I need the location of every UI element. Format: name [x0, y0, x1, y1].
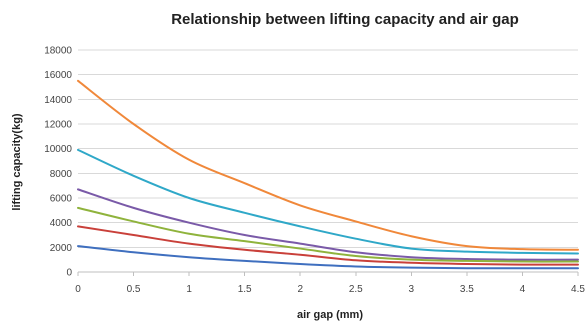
x-tick-label: 2 [297, 284, 303, 295]
x-tick-label: 2.5 [349, 284, 363, 295]
y-tick-label: 0 [66, 268, 72, 279]
series-line-6 [77, 245, 579, 270]
x-tick-label: 3 [409, 284, 415, 295]
x-axis-label: air gap (mm) [297, 309, 363, 321]
x-tick-label: 0 [75, 284, 81, 295]
y-tick-label: 2000 [50, 243, 73, 254]
series-line-3 [77, 188, 579, 261]
series-line-1 [77, 79, 579, 251]
series-line-5 [77, 225, 579, 266]
y-tick-label: 6000 [50, 194, 73, 205]
y-tick-label: 8000 [50, 169, 73, 180]
x-tick-labels: 0 0.5 1 1.5 2 2.5 3 3.5 4 4.5 [75, 284, 585, 295]
x-tick-label: 4 [520, 284, 526, 295]
y-tick-label: 16000 [44, 70, 72, 81]
grid-lines [78, 49, 578, 248]
y-tick-label: 12000 [44, 120, 72, 131]
chart-title: Relationship between lifting capacity an… [171, 11, 519, 28]
x-tick-label: 1 [186, 284, 192, 295]
y-tick-labels: 0 2000 4000 6000 8000 10000 12000 14000 16000 180… [44, 46, 72, 279]
y-tick-label: 10000 [44, 144, 72, 155]
y-tick-label: 14000 [44, 95, 72, 106]
x-tick-label: 3.5 [460, 284, 474, 295]
y-tick-label: 18000 [44, 46, 72, 57]
y-tick-label: 4000 [50, 218, 73, 229]
y-axis-label: lifting capacity(kg) [11, 113, 23, 211]
x-tick-label: 0.5 [127, 284, 141, 295]
x-tick-label: 1.5 [238, 284, 252, 295]
x-tick-label: 4.5 [571, 284, 585, 295]
series-line-2 [77, 148, 579, 255]
series-line-4 [77, 206, 579, 263]
axes [77, 271, 579, 276]
series-lines [77, 79, 579, 270]
